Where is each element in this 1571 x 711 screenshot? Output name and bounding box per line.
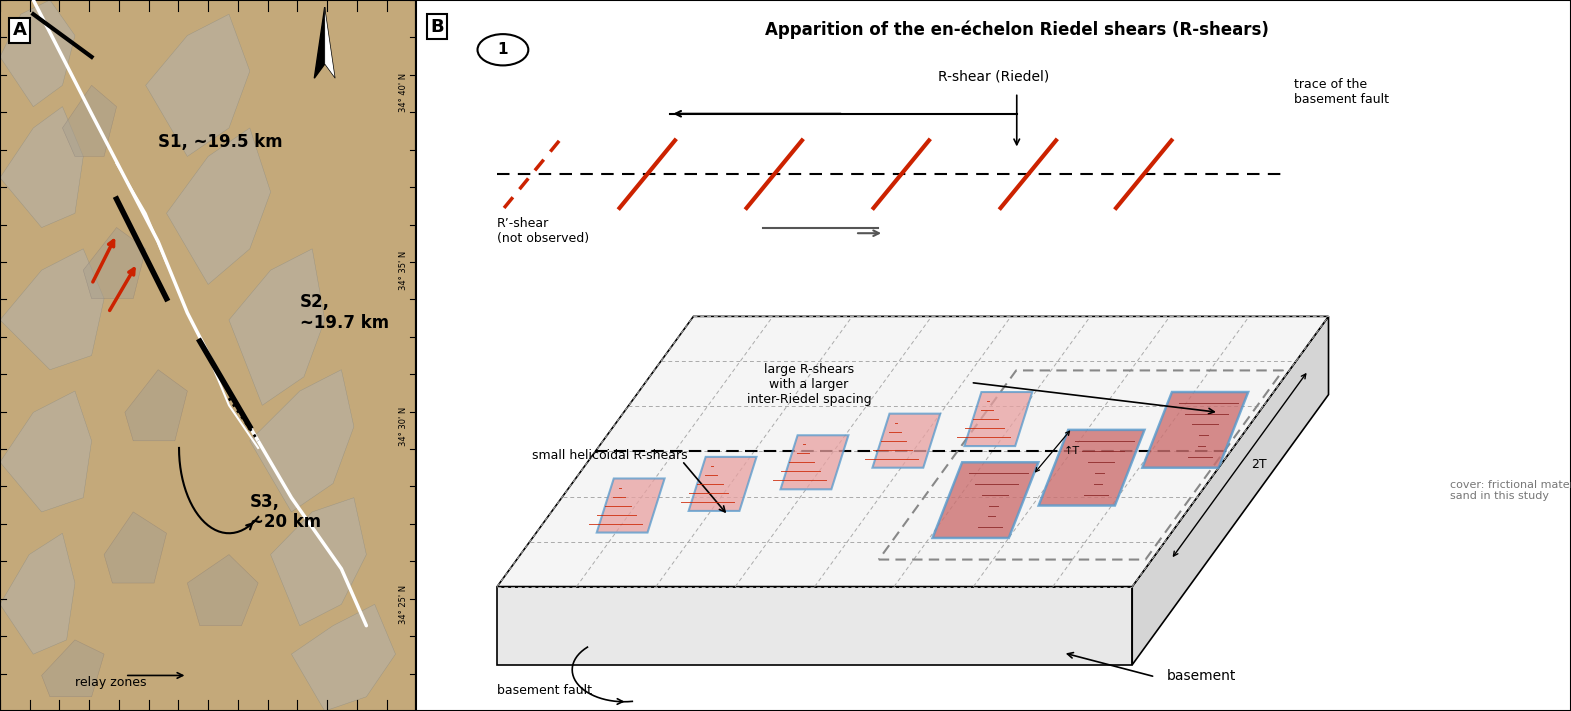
Text: A: A xyxy=(13,21,27,39)
Polygon shape xyxy=(83,228,146,299)
Text: Apparition of the en-échelon Riedel shears (R-shears): Apparition of the en-échelon Riedel shea… xyxy=(765,21,1269,39)
Polygon shape xyxy=(187,555,258,626)
Text: ↑T: ↑T xyxy=(1064,447,1081,456)
Polygon shape xyxy=(1142,392,1247,468)
Polygon shape xyxy=(0,249,104,370)
Polygon shape xyxy=(872,414,941,468)
Text: 34° 40' N: 34° 40' N xyxy=(399,73,408,112)
Circle shape xyxy=(478,34,528,65)
Text: B: B xyxy=(430,18,443,36)
Polygon shape xyxy=(229,249,325,405)
Text: R’-shear
(not observed): R’-shear (not observed) xyxy=(496,217,589,245)
Text: 1: 1 xyxy=(498,42,507,58)
Polygon shape xyxy=(270,498,366,626)
Text: 34° 30' N: 34° 30' N xyxy=(399,407,408,447)
Text: S1, ~19.5 km: S1, ~19.5 km xyxy=(159,133,283,151)
Text: R-shear (Riedel): R-shear (Riedel) xyxy=(938,69,1049,83)
Polygon shape xyxy=(314,7,325,78)
Polygon shape xyxy=(292,604,396,711)
Polygon shape xyxy=(965,392,1032,446)
Polygon shape xyxy=(325,7,335,78)
Polygon shape xyxy=(0,533,75,654)
Text: relay zones: relay zones xyxy=(75,676,146,689)
Text: basement: basement xyxy=(1167,668,1236,683)
Polygon shape xyxy=(496,587,1133,665)
Polygon shape xyxy=(104,512,167,583)
Text: large R-shears
with a larger
inter-Riedel spacing: large R-shears with a larger inter-Riede… xyxy=(746,363,872,405)
Polygon shape xyxy=(688,457,757,511)
Polygon shape xyxy=(250,370,353,512)
Polygon shape xyxy=(0,107,83,228)
Text: S2,
~19.7 km: S2, ~19.7 km xyxy=(300,294,390,332)
Text: cover: frictional material,
sand in this study: cover: frictional material, sand in this… xyxy=(1450,480,1571,501)
Text: basement fault: basement fault xyxy=(496,684,592,697)
Text: small helicoidal R-shears: small helicoidal R-shears xyxy=(531,449,688,461)
Polygon shape xyxy=(0,391,91,512)
Polygon shape xyxy=(167,128,270,284)
Polygon shape xyxy=(146,14,250,156)
Polygon shape xyxy=(496,316,1329,587)
Polygon shape xyxy=(41,640,104,697)
Polygon shape xyxy=(781,435,848,489)
Polygon shape xyxy=(1133,316,1329,665)
Polygon shape xyxy=(63,85,116,156)
Text: 34° 35' N: 34° 35' N xyxy=(399,250,408,290)
Polygon shape xyxy=(0,0,75,107)
Text: trace of the
basement fault: trace of the basement fault xyxy=(1295,78,1389,107)
Polygon shape xyxy=(1038,430,1144,506)
Text: 2T: 2T xyxy=(1251,459,1266,471)
Text: S3,
~20 km: S3, ~20 km xyxy=(250,493,320,531)
Polygon shape xyxy=(124,370,187,441)
Polygon shape xyxy=(933,462,1038,538)
Text: 34° 25' N: 34° 25' N xyxy=(399,584,408,624)
Polygon shape xyxy=(597,479,665,533)
